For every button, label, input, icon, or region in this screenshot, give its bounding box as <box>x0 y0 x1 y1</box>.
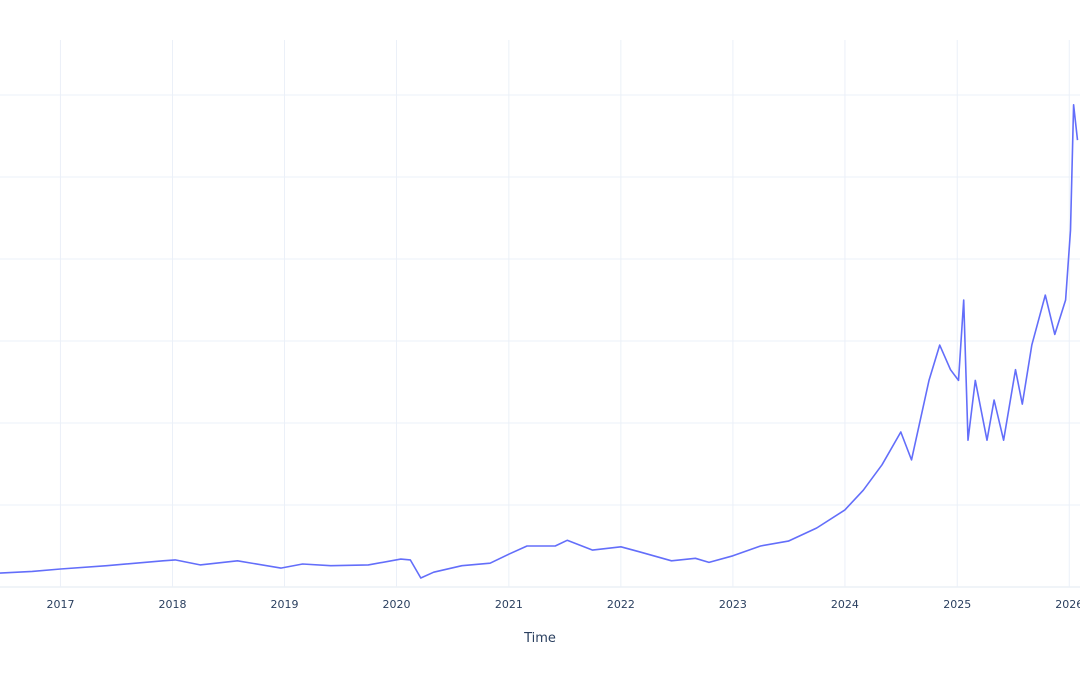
x-tick-label: 2025 <box>943 598 971 611</box>
x-tick-label: 2017 <box>46 598 74 611</box>
x-tick-label: 2023 <box>719 598 747 611</box>
y-gridlines <box>0 94 1080 588</box>
x-axis-title: Time <box>523 631 556 646</box>
series-line <box>0 104 1079 579</box>
x-tick-label: 2018 <box>158 598 186 611</box>
x-tick-label: 2026 <box>1055 598 1080 611</box>
x-tick-label: 2020 <box>383 598 411 611</box>
x-tick-label: 2024 <box>831 598 859 611</box>
x-tick-labels: 2017 2018 2019 2020 2021 2022 2023 2024 2025 2026 <box>46 598 1080 611</box>
x-gridlines <box>59 40 1070 587</box>
x-tick-label: 2019 <box>271 598 299 611</box>
x-tick-label: 2022 <box>607 598 635 611</box>
x-tick-label: 2021 <box>495 598 523 611</box>
